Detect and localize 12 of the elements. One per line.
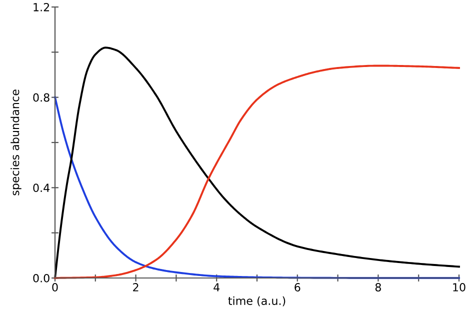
y-tick-label: 0.4	[33, 184, 50, 192]
x-tick-label: 6	[294, 283, 300, 292]
y-tick-label: 1.2	[34, 2, 50, 12]
x-tick-label: 8	[375, 283, 381, 292]
x-axis-title: time (a.u.)	[228, 296, 286, 306]
x-tick-label: 2	[133, 283, 138, 292]
x-tick-label: 4	[214, 283, 220, 292]
y-axis-title: species abundance	[10, 90, 22, 196]
x-tick-label: 10	[453, 283, 466, 292]
x-tick-label: 0	[52, 283, 58, 292]
y-tick-label: 0.0	[33, 274, 50, 282]
y-tick-label: 0.8	[33, 93, 50, 102]
